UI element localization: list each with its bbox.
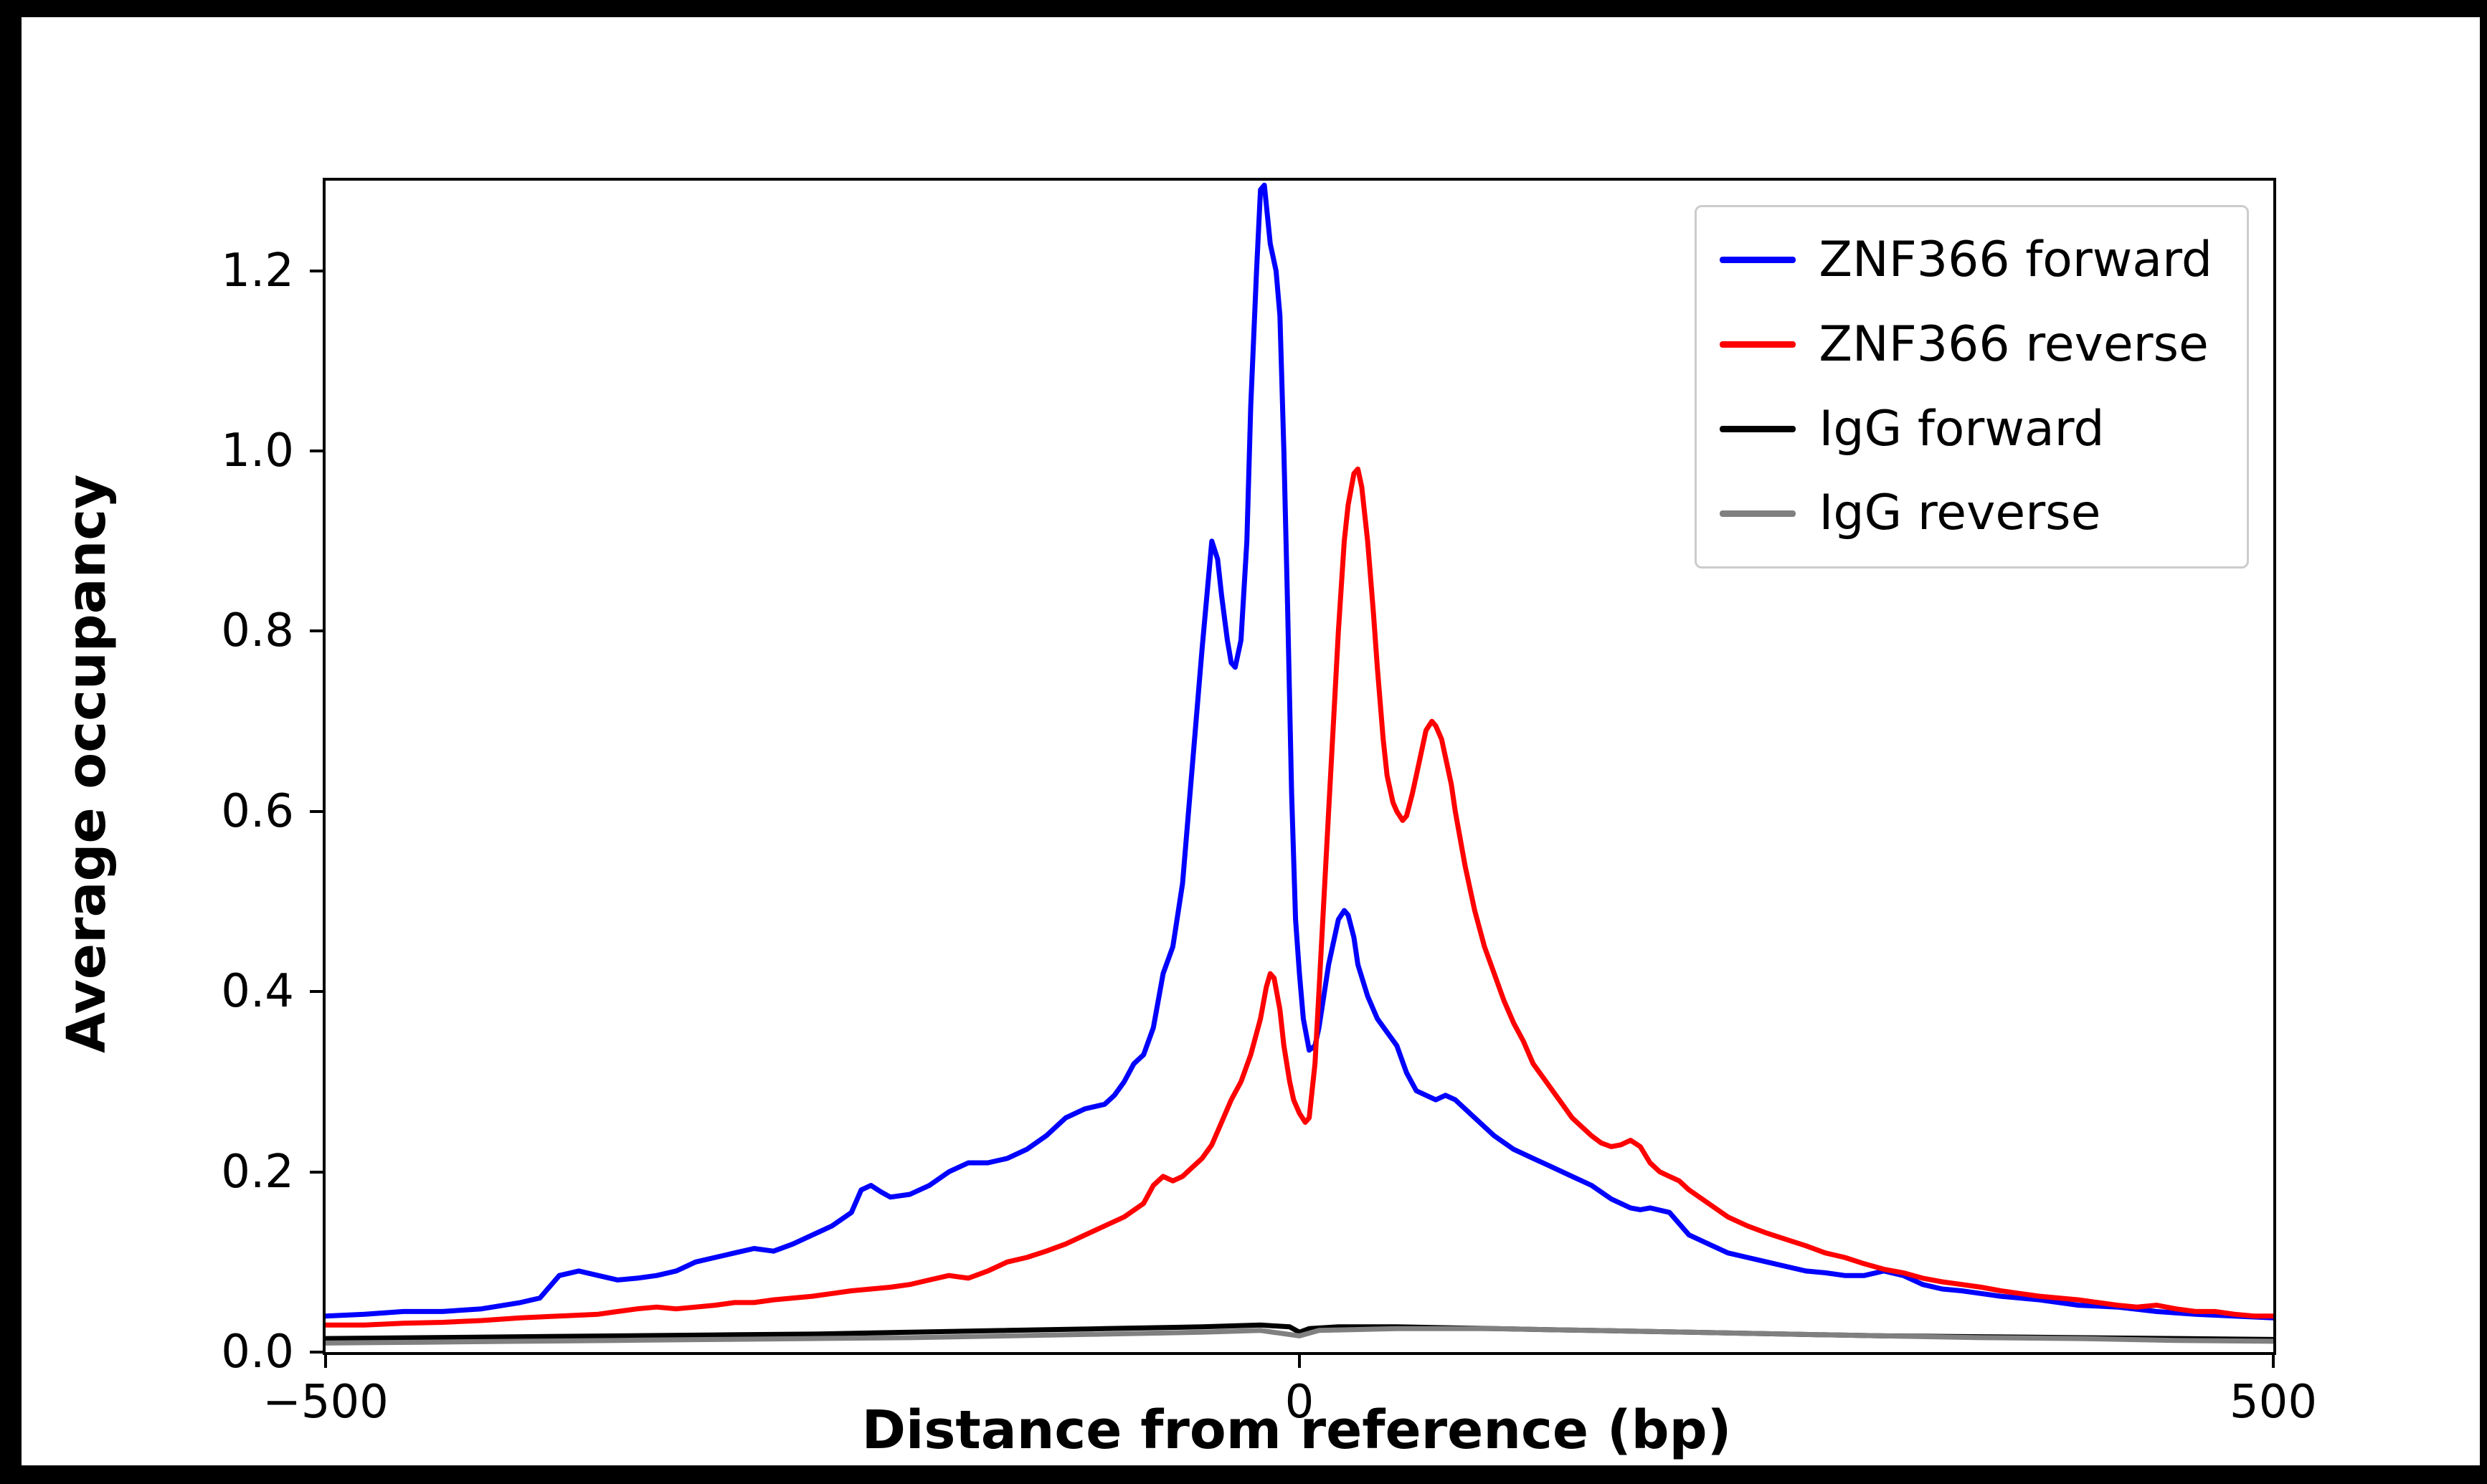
y-tick-mark	[310, 450, 323, 453]
plot-lines	[326, 182, 2273, 1346]
x-tick-mark	[1298, 1355, 1301, 1368]
legend-item-znf366-reverse: ZNF366 reverse	[1720, 312, 2212, 378]
legend-line-sample-gray	[1720, 510, 1796, 517]
x-tick-label: 500	[2229, 1376, 2318, 1429]
y-tick-label: 0.6	[221, 784, 294, 838]
legend: ZNF366 forward ZNF366 reverse IgG forwar…	[1695, 205, 2249, 569]
y-tick-mark	[310, 990, 323, 994]
y-tick-label: 1.0	[221, 424, 294, 478]
line-znf366-forward	[326, 182, 2273, 1321]
legend-item-igg-reverse: IgG reverse	[1720, 480, 2212, 546]
line-igg-reverse	[326, 1326, 2273, 1346]
legend-label: IgG reverse	[1819, 485, 2101, 542]
legend-item-igg-forward: IgG forward	[1720, 396, 2212, 462]
y-tick-mark	[310, 629, 323, 633]
x-axis-label: Distance from reference (bp)	[861, 1399, 1732, 1461]
legend-label: ZNF366 reverse	[1819, 315, 2209, 373]
y-tick-label: 1.2	[221, 244, 294, 298]
y-tick-mark	[310, 269, 323, 272]
y-tick-mark	[310, 1170, 323, 1174]
legend-label: IgG forward	[1819, 400, 2105, 457]
y-tick-label: 0.0	[221, 1326, 294, 1379]
x-tick-mark	[2272, 1355, 2275, 1368]
x-tick-label: −500	[262, 1376, 389, 1429]
y-axis-label: Average occupancy	[56, 474, 118, 1053]
y-tick-label: 0.2	[221, 1145, 294, 1199]
x-tick-label: 0	[1284, 1376, 1314, 1429]
legend-line-sample-black	[1720, 425, 1796, 432]
y-tick-label: 0.8	[221, 604, 294, 658]
legend-label: ZNF366 forward	[1819, 232, 2212, 288]
legend-line-sample-blue	[1720, 257, 1796, 264]
y-tick-mark	[310, 809, 323, 813]
chart-figure: Average occupancy ZNF366 forward ZNF366 …	[22, 17, 2480, 1465]
y-tick-mark	[310, 1351, 323, 1354]
legend-line-sample-red	[1720, 341, 1796, 348]
y-tick-label: 0.4	[221, 965, 294, 1019]
line-znf366-reverse	[326, 466, 2273, 1328]
legend-item-znf366-forward: ZNF366 forward	[1720, 227, 2212, 293]
x-tick-mark	[324, 1355, 327, 1368]
plot-area: ZNF366 forward ZNF366 reverse IgG forwar…	[221, 178, 2317, 1425]
